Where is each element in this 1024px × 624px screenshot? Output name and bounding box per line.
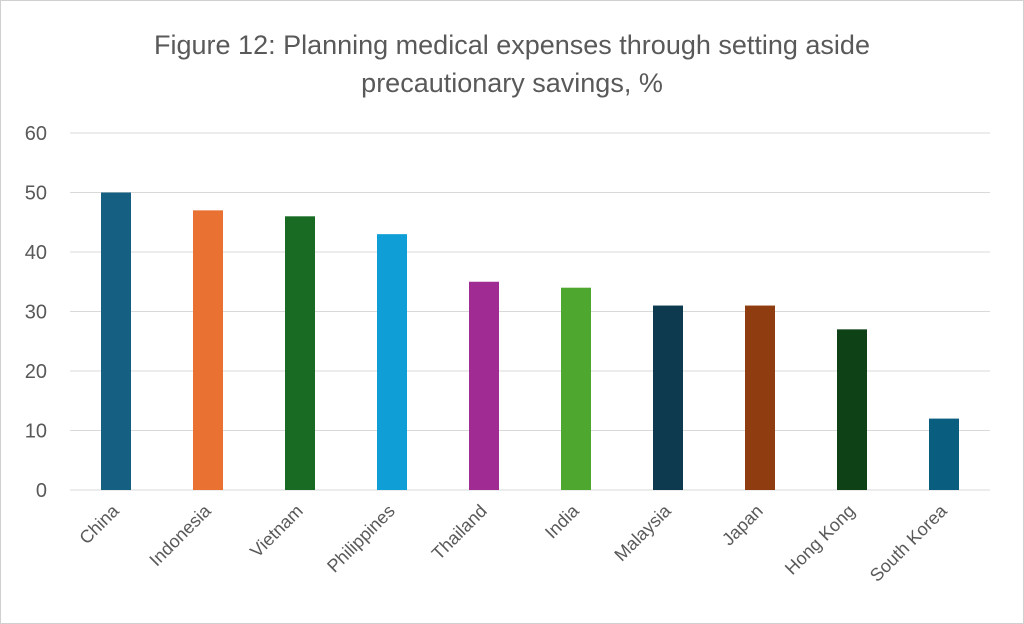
bar-vietnam bbox=[285, 216, 315, 491]
bar-hong-kong bbox=[837, 329, 867, 490]
chart-title-line-2: precautionary savings, % bbox=[361, 68, 663, 98]
x-tick-label: South Korea bbox=[866, 500, 952, 586]
y-tick-label: 30 bbox=[25, 302, 47, 324]
gridlines bbox=[70, 132, 990, 491]
chart-title: Figure 12: Planning medical expenses thr… bbox=[0, 26, 1024, 102]
bar-south-korea bbox=[929, 418, 959, 490]
bars bbox=[101, 192, 959, 491]
x-tick-label: Thailand bbox=[428, 501, 491, 564]
x-tick-label: Vietnam bbox=[246, 501, 307, 562]
x-tick-label: India bbox=[541, 500, 583, 542]
bar-thailand bbox=[469, 281, 499, 490]
x-tick-label: Japan bbox=[718, 501, 767, 550]
y-tick-label: 10 bbox=[25, 421, 47, 443]
y-tick-label: 40 bbox=[25, 242, 47, 264]
y-tick-label: 0 bbox=[36, 480, 47, 502]
x-axis-labels: China Indonesia Vietnam Philippines Thailand… bbox=[75, 500, 951, 586]
bar-japan bbox=[745, 305, 775, 490]
x-tick-label: Hong Kong bbox=[781, 501, 859, 579]
bar-indonesia bbox=[193, 210, 223, 490]
y-tick-label: 20 bbox=[25, 361, 47, 383]
x-tick-label: Indonesia bbox=[145, 500, 215, 570]
bar-philippines bbox=[377, 234, 407, 490]
chart-title-line-1: Figure 12: Planning medical expenses thr… bbox=[154, 30, 870, 60]
y-axis-ticks: 0 10 20 30 40 50 60 bbox=[25, 123, 47, 502]
x-tick-label: Philippines bbox=[323, 501, 399, 577]
y-tick-label: 50 bbox=[25, 183, 47, 205]
bar-china bbox=[101, 192, 131, 490]
x-tick-label: China bbox=[75, 500, 123, 548]
bar-india bbox=[561, 287, 591, 490]
bar-malaysia bbox=[653, 305, 683, 490]
y-tick-label: 60 bbox=[25, 123, 47, 145]
x-tick-label: Malaysia bbox=[610, 500, 675, 565]
